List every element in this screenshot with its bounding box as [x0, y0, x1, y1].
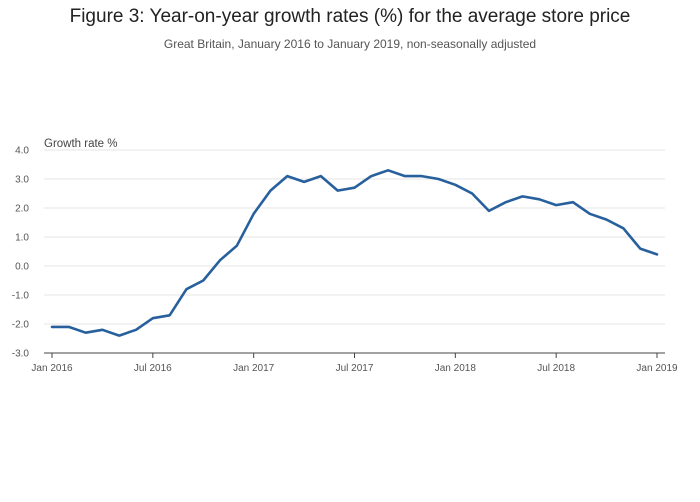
y-tick-label: -1.0 — [12, 291, 30, 302]
chart-title: Figure 3: Year-on-year growth rates (%) … — [69, 6, 631, 27]
y-axis-label: Growth rate % — [44, 138, 118, 150]
gridlines — [44, 149, 665, 354]
y-tick-label: -2.0 — [12, 320, 30, 331]
x-axis: Jan 2016 Jul 2016 Jan 2017 Jul 2017 Jan 2018… — [31, 353, 678, 374]
x-tick-label: Jul 2018 — [537, 363, 575, 374]
y-tick-label: 3.0 — [15, 175, 29, 186]
y-tick-label: -3.0 — [12, 349, 30, 360]
y-axis: 4.0 3.0 2.0 1.0 0.0 -1.0 -2.0 -3.0 — [12, 146, 30, 360]
x-tick-label: Jul 2016 — [134, 363, 172, 374]
x-tick-label: Jan 2017 — [233, 363, 275, 374]
y-tick-label: 2.0 — [15, 204, 29, 215]
x-tick-label: Jul 2017 — [336, 363, 374, 374]
x-tick-label: Jan 2016 — [31, 363, 73, 374]
y-tick-label: 1.0 — [15, 233, 29, 244]
chart-subtitle: Great Britain, January 2016 to January 2… — [163, 37, 537, 51]
series-group — [50, 169, 659, 337]
y-tick-label: 0.0 — [15, 262, 29, 273]
series-line — [50, 169, 659, 337]
x-tick-label: Jan 2019 — [636, 363, 678, 374]
x-tick-label: Jan 2018 — [435, 363, 477, 374]
y-tick-label: 4.0 — [15, 146, 29, 157]
